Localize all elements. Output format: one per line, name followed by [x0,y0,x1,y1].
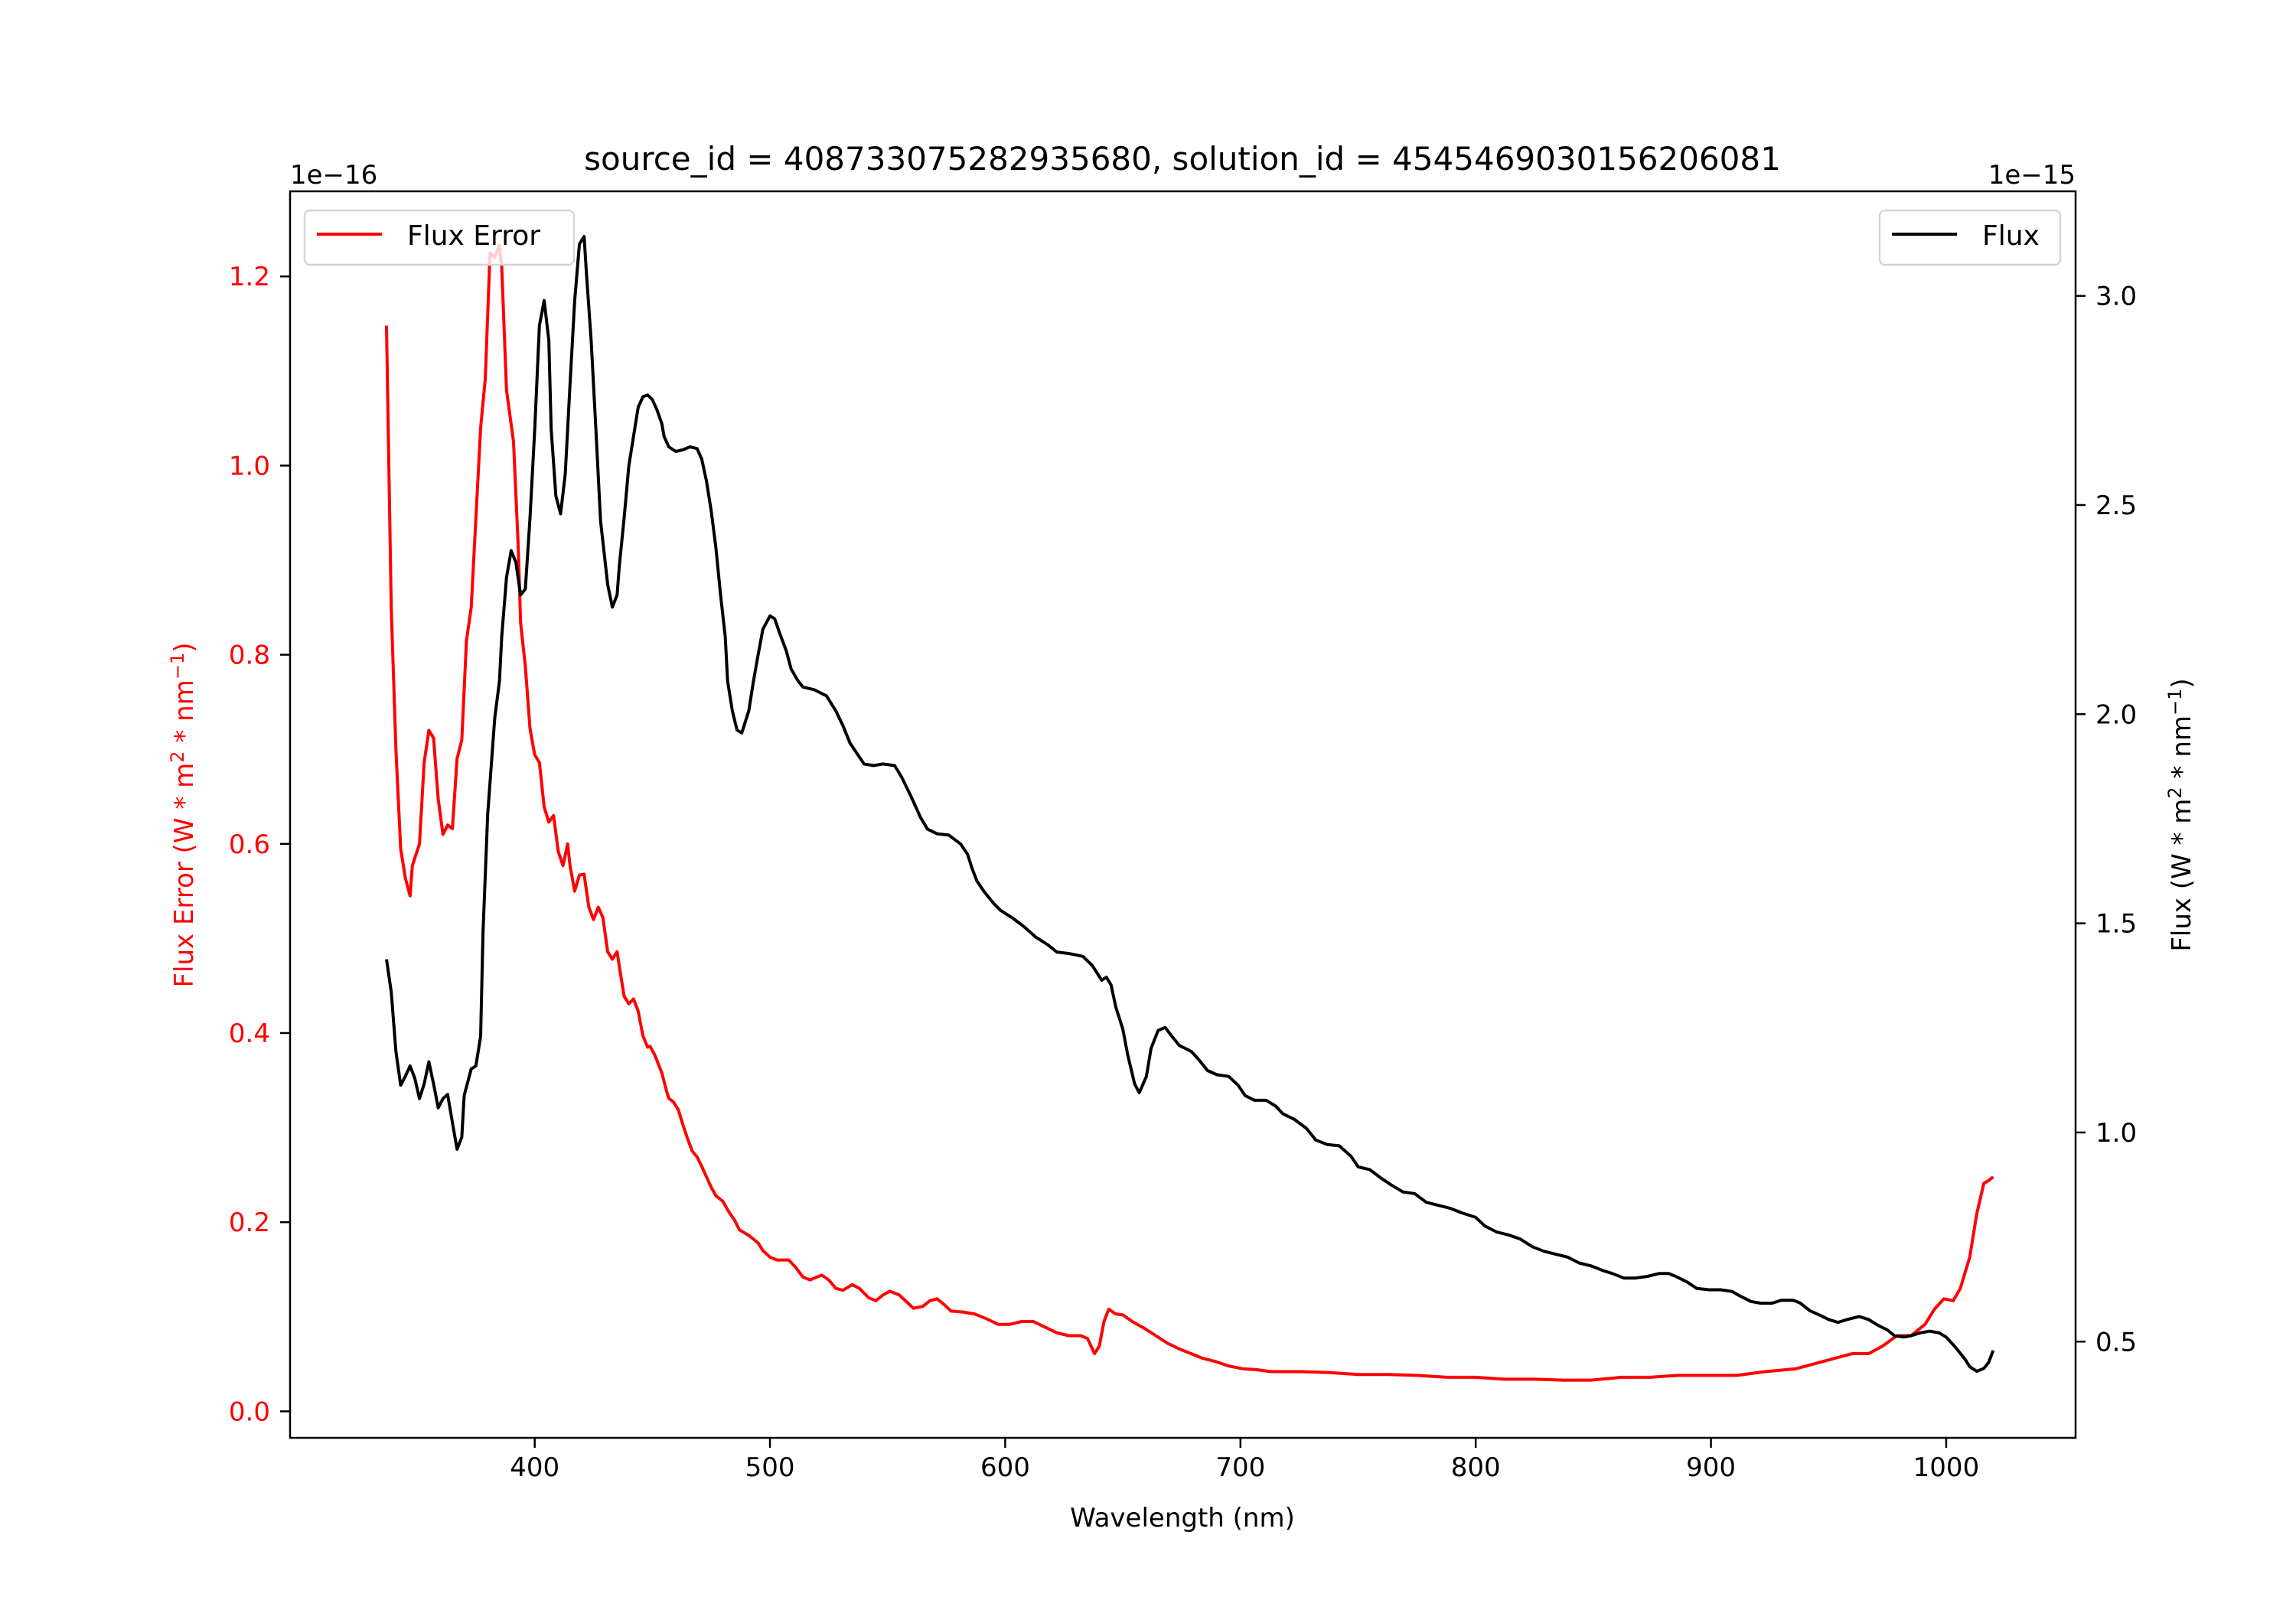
x-tick-label: 1000 [1913,1452,1980,1483]
legend-flux-label: Flux [1982,220,2040,252]
left-y-tick-label: 1.0 [229,451,270,481]
right-y-tick-label: 2.5 [2095,490,2137,521]
x-tick-label: 500 [745,1452,795,1483]
left-y-tick-label: 0.4 [229,1018,270,1049]
right-y-tick-label: 1.0 [2095,1118,2137,1149]
left-offset-label: 1e−16 [290,160,377,191]
x-tick-label: 900 [1686,1452,1736,1483]
right-offset-label: 1e−15 [1988,160,2076,191]
left-y-tick-label: 0.6 [229,829,270,860]
flux-line [385,235,1995,1374]
right-y-tick-label: 3.0 [2095,282,2137,312]
right-y-axis-label: Flux (W * m2 * nm−1) [2164,678,2197,951]
legend-flux-error: Flux Error [303,209,576,266]
x-axis-label: Wavelength (nm) [1070,1503,1295,1533]
left-y-tick-label: 0.0 [229,1397,270,1427]
left-y-tick-label: 0.2 [229,1208,270,1238]
left-y-axis-label: Flux Error (W * m2 * nm−1) [167,642,200,987]
x-tick-label: 700 [1215,1452,1265,1483]
right-y-tick-label: 0.5 [2095,1327,2137,1357]
legend-flux-error-label: Flux Error [407,220,540,252]
right-y-tick-label: 1.5 [2095,909,2137,940]
flux-error-line [385,243,1994,1382]
legend-flux: Flux [1878,209,2062,266]
right-y-tick-label: 2.0 [2095,699,2137,730]
plot-frame [289,190,2077,1439]
left-y-tick-label: 0.8 [229,640,270,671]
x-tick-label: 600 [980,1452,1030,1483]
x-tick-label: 400 [510,1452,559,1483]
chart-title: source_id = 408733075282935680, solution… [584,140,1781,178]
x-tick-label: 800 [1451,1452,1501,1483]
left-y-tick-label: 1.2 [229,262,270,292]
